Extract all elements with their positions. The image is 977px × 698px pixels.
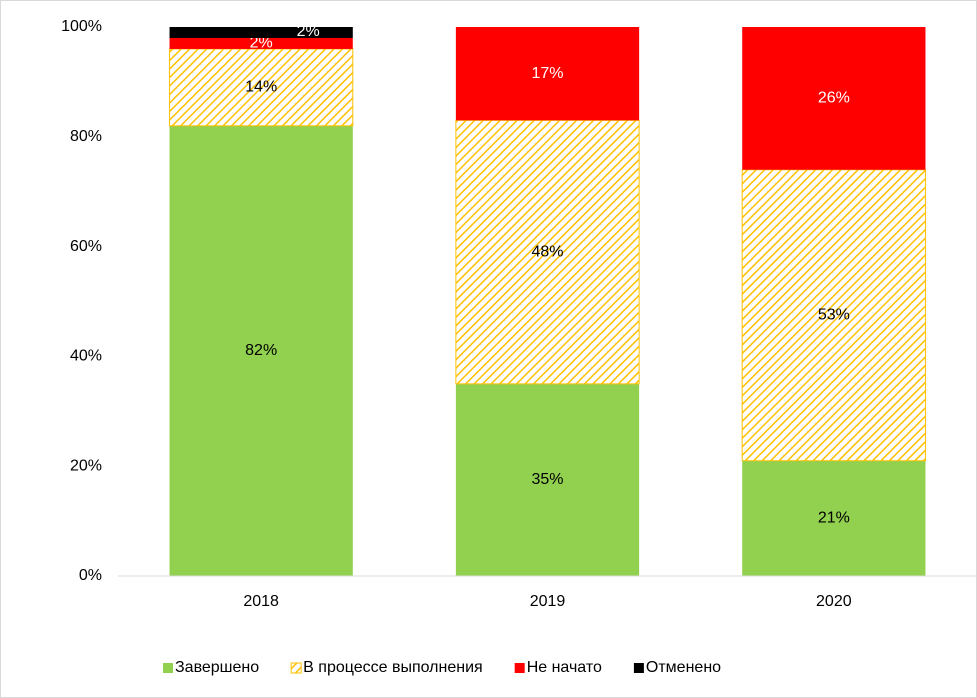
bar-segment <box>742 460 926 576</box>
bar-segment <box>455 383 640 576</box>
data-label: 53% <box>818 306 850 323</box>
data-label: 21% <box>818 510 850 527</box>
bar-segment <box>169 37 353 49</box>
data-label: 2% <box>297 23 320 40</box>
data-label: 48% <box>531 243 563 260</box>
legend-label: Не начато <box>527 659 602 676</box>
legend-marker <box>633 663 644 673</box>
legend-label: В процессе выполнения <box>303 659 483 676</box>
data-label: 17% <box>531 65 563 82</box>
y-tick-label: 40% <box>70 348 102 365</box>
y-tick-label: 20% <box>70 457 102 474</box>
data-label: 82% <box>245 342 277 359</box>
y-tick-label: 0% <box>79 567 102 584</box>
legend-marker <box>514 663 525 673</box>
data-label: 2% <box>250 35 273 52</box>
x-tick-label: 2018 <box>243 593 279 610</box>
legend-label: Завершено <box>175 659 259 676</box>
data-label: 26% <box>818 90 850 107</box>
x-tick-label: 2020 <box>816 593 852 610</box>
data-label: 14% <box>245 79 277 96</box>
data-label: 35% <box>531 471 563 488</box>
legend-label: Отменено <box>646 659 721 676</box>
bar-segment <box>169 125 353 576</box>
y-tick-label: 60% <box>70 238 102 255</box>
legend-marker <box>163 663 173 673</box>
y-tick-label: 100% <box>61 18 102 35</box>
bar-segment <box>169 27 353 38</box>
bar-segment <box>455 119 640 385</box>
y-tick-label: 80% <box>70 128 102 145</box>
x-tick-label: 2019 <box>530 593 566 610</box>
legend-marker <box>290 662 302 674</box>
bar-segment <box>455 27 640 121</box>
bar-segment <box>741 169 926 462</box>
bar-segment <box>742 27 926 170</box>
